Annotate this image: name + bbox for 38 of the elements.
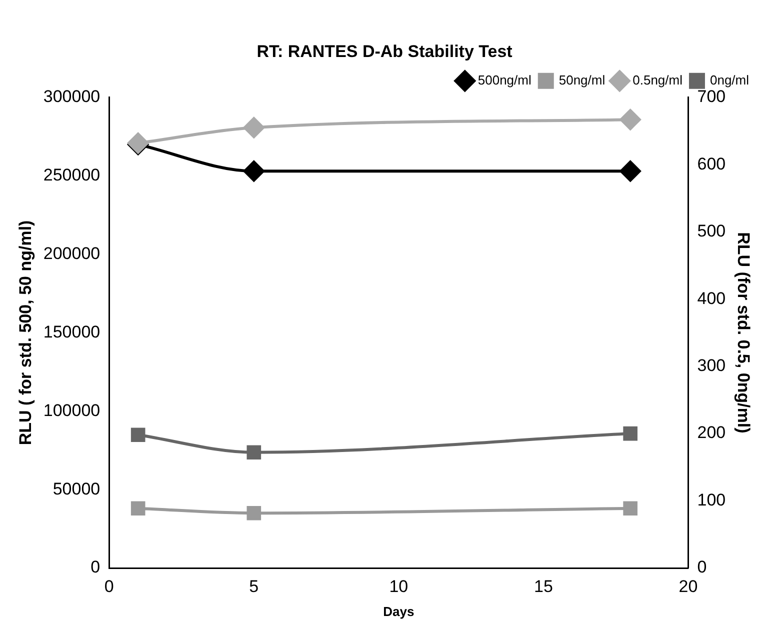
point — [623, 501, 638, 516]
x-tick-label: 20 — [678, 576, 698, 596]
point — [620, 160, 641, 182]
legend-label: 50ng/ml — [558, 72, 606, 88]
y2-axis-title: RLU (for std. 0.5, 0ng/ml) — [734, 232, 754, 434]
x-tick-label: 0 — [104, 576, 114, 596]
point — [243, 117, 264, 138]
y2-tick-label: 600 — [697, 154, 726, 174]
x-tick-label: 15 — [534, 576, 553, 596]
y2-tick-label: 100 — [697, 490, 726, 510]
y2-tick-label: 300 — [697, 356, 726, 375]
y2-tick-label: 500 — [697, 222, 726, 241]
legend-label: 0.5ng/ml — [632, 72, 683, 88]
y-tick-label: 200000 — [43, 244, 100, 263]
y-tick-label: 150000 — [43, 322, 100, 342]
y2-tick-label: 400 — [697, 288, 726, 308]
point — [246, 506, 262, 520]
y-tick-label: 50000 — [52, 479, 100, 498]
point — [620, 109, 641, 130]
point — [130, 501, 146, 516]
y-tick-label: 300000 — [43, 87, 100, 106]
x-axis-title: Days — [383, 604, 414, 619]
y2-tick-label: 200 — [697, 423, 726, 442]
point — [246, 445, 262, 460]
chart-title: RT: RANTES D-Ab Stability Test — [256, 42, 513, 61]
legend-label: 500ng/ml — [478, 72, 532, 88]
y-tick-label: 100000 — [43, 400, 100, 420]
point — [623, 426, 638, 441]
point — [130, 428, 146, 442]
y2-tick-label: 700 — [697, 87, 726, 106]
legend-label: 0ng/ml — [710, 72, 750, 88]
y-tick-label: 250000 — [43, 166, 100, 185]
point — [243, 160, 264, 182]
x-tick-label: 5 — [249, 576, 259, 596]
y2-tick-label: 0 — [697, 558, 707, 577]
y-tick-label: 0 — [90, 558, 100, 577]
x-tick-label: 10 — [389, 576, 408, 596]
y-axis-title: RLU ( for std. 500, 50 ng/ml) — [16, 220, 35, 446]
